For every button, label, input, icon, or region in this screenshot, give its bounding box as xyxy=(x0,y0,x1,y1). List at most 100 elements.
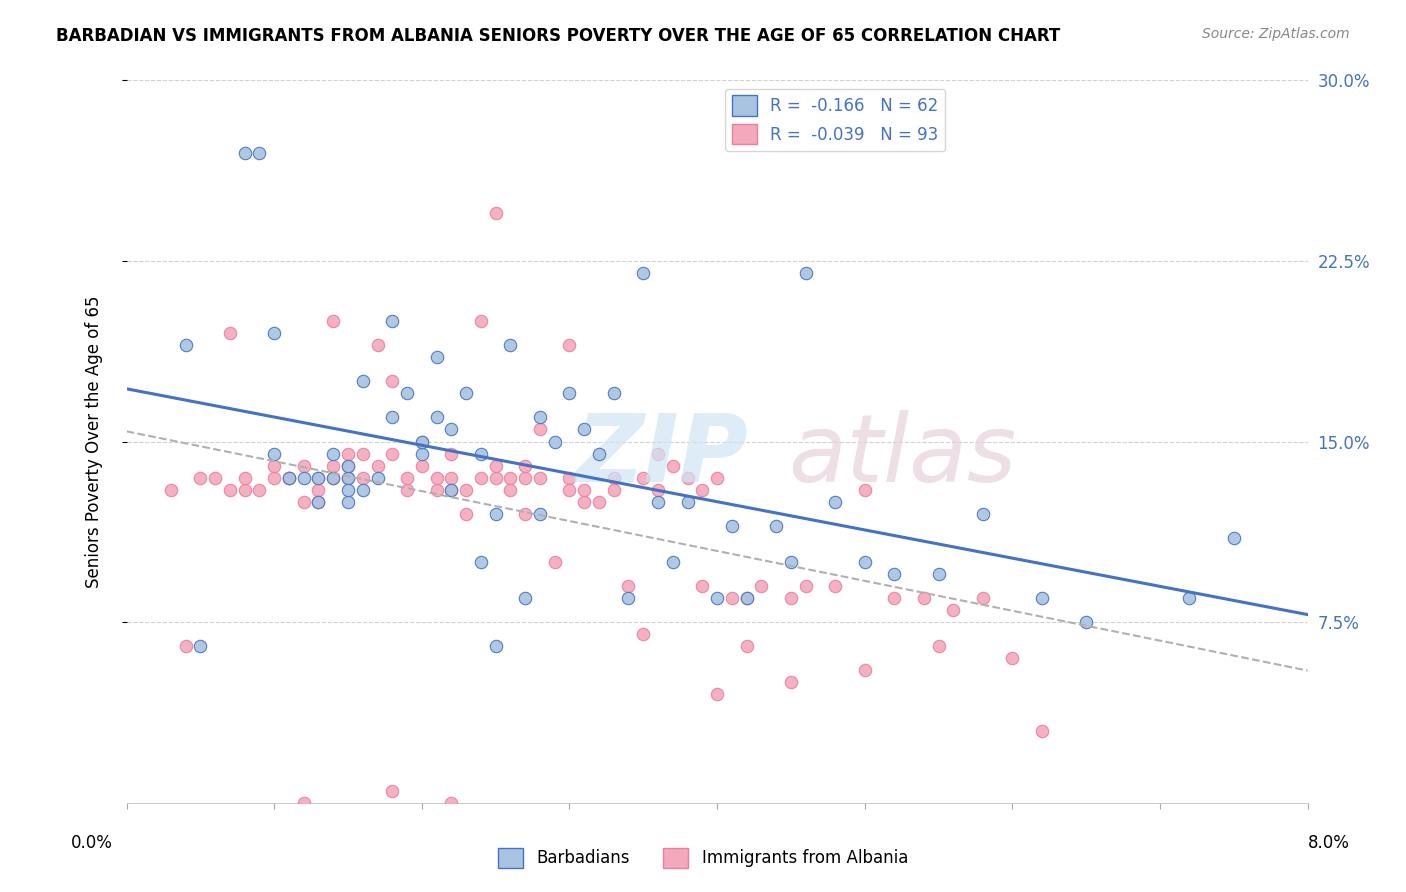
Point xyxy=(440,796,463,810)
Point xyxy=(617,579,640,593)
Point xyxy=(233,145,256,160)
Point xyxy=(367,338,389,352)
Point xyxy=(307,470,329,484)
Point xyxy=(633,266,655,280)
Point xyxy=(735,591,758,605)
Point xyxy=(529,422,551,436)
Point xyxy=(337,494,360,508)
Point xyxy=(352,374,374,388)
Point xyxy=(824,579,846,593)
Point xyxy=(381,784,404,798)
Point xyxy=(676,470,699,484)
Point xyxy=(426,350,449,364)
Point xyxy=(278,470,301,484)
Point xyxy=(263,326,285,340)
Point xyxy=(367,458,389,473)
Point xyxy=(515,470,537,484)
Point xyxy=(529,410,551,425)
Point xyxy=(499,470,522,484)
Point xyxy=(456,386,478,401)
Point xyxy=(484,507,508,521)
Point xyxy=(440,483,463,497)
Point xyxy=(470,555,492,569)
Point xyxy=(160,483,183,497)
Point xyxy=(337,458,360,473)
Point xyxy=(396,483,419,497)
Text: Source: ZipAtlas.com: Source: ZipAtlas.com xyxy=(1202,27,1350,41)
Point xyxy=(928,639,950,653)
Point xyxy=(706,687,728,701)
Point xyxy=(322,314,344,328)
Point xyxy=(574,422,596,436)
Point xyxy=(1223,531,1246,545)
Point xyxy=(883,567,905,582)
Point xyxy=(647,446,669,460)
Point xyxy=(204,470,226,484)
Point xyxy=(484,470,508,484)
Point xyxy=(912,591,935,605)
Point xyxy=(367,470,389,484)
Point xyxy=(426,410,449,425)
Point xyxy=(853,555,876,569)
Point xyxy=(352,470,374,484)
Text: ZIP: ZIP xyxy=(575,410,748,502)
Point xyxy=(322,458,344,473)
Point xyxy=(735,591,758,605)
Point xyxy=(721,518,744,533)
Point xyxy=(322,470,344,484)
Point xyxy=(633,470,655,484)
Point xyxy=(574,494,596,508)
Point xyxy=(1178,591,1201,605)
Point xyxy=(352,446,374,460)
Point xyxy=(174,338,197,352)
Point xyxy=(337,446,360,460)
Point xyxy=(515,591,537,605)
Point xyxy=(307,483,329,497)
Point xyxy=(1031,723,1053,738)
Point xyxy=(779,675,801,690)
Point xyxy=(942,603,965,617)
Point xyxy=(558,483,581,497)
Point xyxy=(499,483,522,497)
Point xyxy=(337,483,360,497)
Point xyxy=(263,458,285,473)
Point xyxy=(292,494,315,508)
Point xyxy=(219,326,242,340)
Point xyxy=(307,494,329,508)
Point xyxy=(588,446,610,460)
Point xyxy=(1001,651,1024,665)
Point xyxy=(263,446,285,460)
Point xyxy=(853,664,876,678)
Text: BARBADIAN VS IMMIGRANTS FROM ALBANIA SENIORS POVERTY OVER THE AGE OF 65 CORRELAT: BARBADIAN VS IMMIGRANTS FROM ALBANIA SEN… xyxy=(56,27,1060,45)
Point xyxy=(219,483,242,497)
Text: atlas: atlas xyxy=(787,410,1017,501)
Point xyxy=(426,470,449,484)
Point xyxy=(411,458,433,473)
Point xyxy=(779,555,801,569)
Point xyxy=(661,458,683,473)
Point xyxy=(751,579,773,593)
Point xyxy=(381,410,404,425)
Point xyxy=(292,796,315,810)
Point xyxy=(322,446,344,460)
Point xyxy=(692,579,714,593)
Point xyxy=(292,470,315,484)
Point xyxy=(484,639,508,653)
Point xyxy=(603,483,626,497)
Point xyxy=(188,639,212,653)
Point xyxy=(470,314,492,328)
Point xyxy=(470,470,492,484)
Point xyxy=(337,458,360,473)
Point xyxy=(337,470,360,484)
Point xyxy=(794,266,817,280)
Point xyxy=(263,470,285,484)
Point xyxy=(692,483,714,497)
Point xyxy=(1031,591,1053,605)
Point xyxy=(292,458,315,473)
Point xyxy=(470,446,492,460)
Point xyxy=(440,470,463,484)
Point xyxy=(381,314,404,328)
Point xyxy=(972,507,994,521)
Point xyxy=(278,470,301,484)
Point xyxy=(249,145,271,160)
